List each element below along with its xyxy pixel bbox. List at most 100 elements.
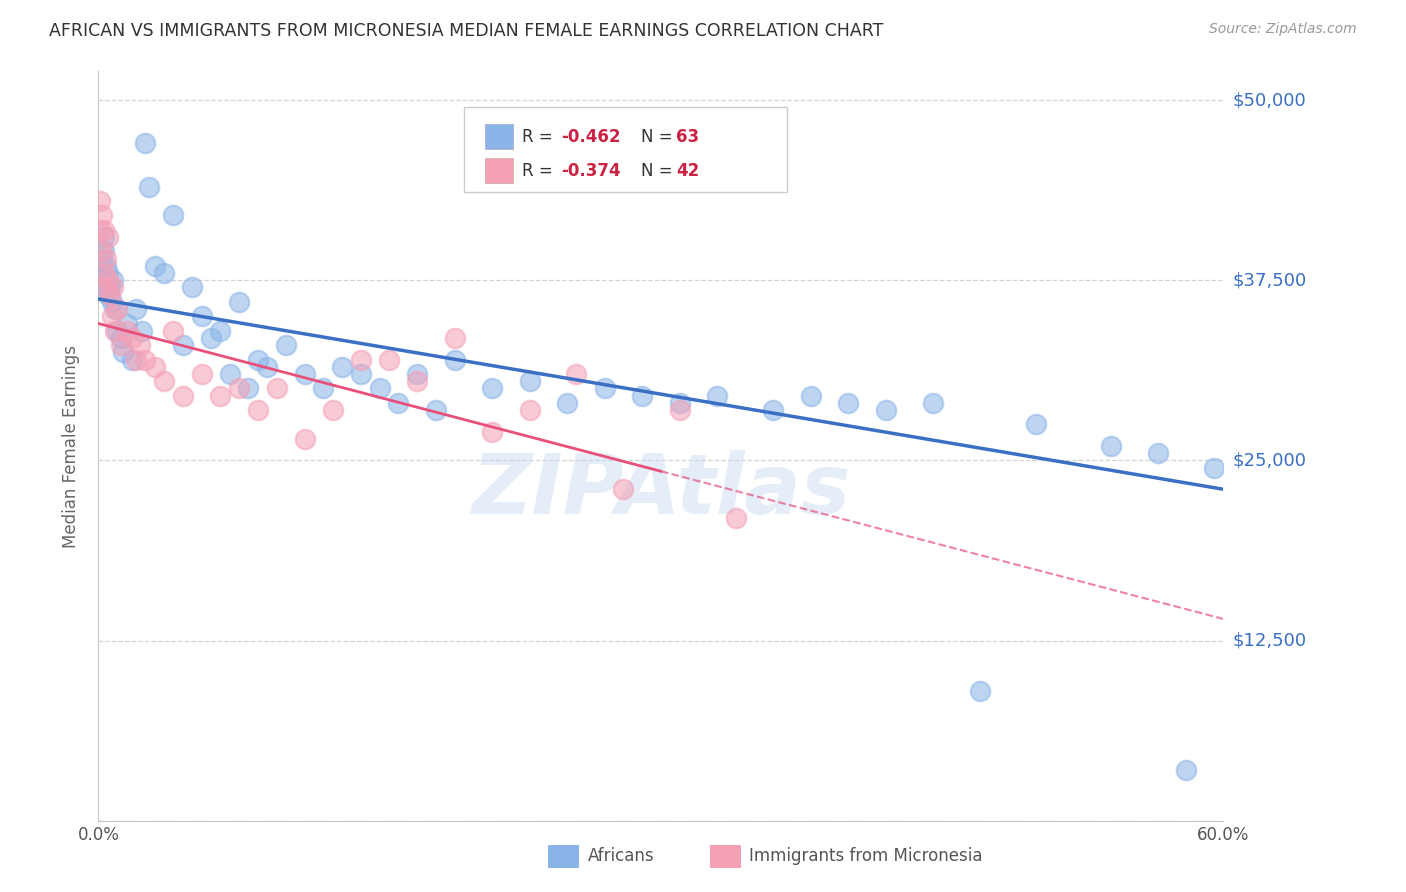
Point [125, 352, 148, 367]
Point [706, 388, 728, 402]
Point [238, 381, 260, 395]
Text: R =: R = [522, 161, 558, 179]
Text: $12,500: $12,500 [1233, 632, 1306, 649]
Point [121, 331, 143, 345]
Point [91, 209, 114, 223]
Point [322, 403, 344, 417]
Point [134, 136, 156, 151]
Point [209, 388, 232, 402]
Point [100, 294, 122, 309]
Point [246, 352, 269, 367]
Point [256, 359, 278, 374]
Point [105, 324, 128, 338]
Text: $50,000: $50,000 [1233, 91, 1306, 109]
Point [98, 287, 121, 301]
Point [368, 381, 391, 395]
Point [115, 324, 138, 338]
Point [93, 244, 115, 259]
Text: AFRICAN VS IMMIGRANTS FROM MICRONESIA MEDIAN FEMALE EARNINGS CORRELATION CHART: AFRICAN VS IMMIGRANTS FROM MICRONESIA ME… [49, 22, 883, 40]
Point [481, 425, 503, 439]
Text: Immigrants from Micronesia: Immigrants from Micronesia [749, 847, 983, 865]
Point [425, 403, 447, 417]
Point [190, 367, 212, 381]
Point [218, 367, 240, 381]
Point [312, 381, 335, 395]
Point [612, 482, 634, 496]
Text: $37,500: $37,500 [1233, 271, 1306, 289]
Point [443, 352, 465, 367]
Point [97, 230, 120, 244]
Point [1099, 439, 1122, 453]
Point [350, 352, 373, 367]
Point [172, 338, 194, 352]
Point [143, 259, 166, 273]
Point [724, 511, 747, 525]
Point [875, 403, 897, 417]
Point [153, 374, 176, 388]
Point [162, 209, 184, 223]
Point [89, 273, 111, 287]
Point [128, 338, 150, 352]
Point [93, 266, 115, 280]
Point [103, 273, 125, 287]
Text: $25,000: $25,000 [1233, 451, 1306, 469]
Point [1146, 446, 1168, 460]
Point [103, 280, 125, 294]
Text: Source: ZipAtlas.com: Source: ZipAtlas.com [1209, 22, 1357, 37]
Point [104, 302, 127, 317]
Text: Africans: Africans [588, 847, 654, 865]
Point [631, 388, 654, 402]
Point [94, 280, 117, 294]
Point [406, 374, 429, 388]
Point [181, 280, 204, 294]
Text: 42: 42 [676, 161, 700, 179]
Text: R =: R = [522, 128, 558, 145]
Point [115, 317, 138, 331]
Point [93, 223, 115, 237]
Point [89, 223, 111, 237]
Point [110, 338, 132, 352]
Point [209, 324, 232, 338]
Point [387, 396, 409, 410]
Text: 63: 63 [676, 128, 699, 145]
Point [593, 381, 616, 395]
Point [228, 381, 250, 395]
Point [519, 374, 541, 388]
Point [406, 367, 429, 381]
Point [350, 367, 373, 381]
Point [294, 432, 316, 446]
Point [1202, 460, 1225, 475]
Point [134, 352, 156, 367]
Point [668, 396, 690, 410]
Point [94, 280, 117, 294]
Point [91, 266, 114, 280]
Point [153, 266, 176, 280]
Point [91, 244, 114, 259]
Point [131, 324, 153, 338]
Point [111, 345, 134, 359]
Point [837, 396, 859, 410]
Point [97, 287, 120, 301]
Y-axis label: Median Female Earnings: Median Female Earnings [62, 344, 80, 548]
Point [266, 381, 288, 395]
Text: N =: N = [641, 161, 678, 179]
Point [555, 396, 578, 410]
Point [519, 403, 541, 417]
Point [121, 352, 143, 367]
Point [172, 388, 194, 402]
Text: ZIPAtlas: ZIPAtlas [471, 450, 851, 532]
Point [1174, 763, 1197, 777]
Point [89, 194, 111, 208]
Point [443, 331, 465, 345]
Point [97, 273, 120, 287]
Point [93, 230, 115, 244]
Text: -0.374: -0.374 [561, 161, 620, 179]
Point [200, 331, 222, 345]
Point [228, 294, 250, 309]
Point [125, 302, 148, 317]
Point [94, 252, 117, 266]
Point [143, 359, 166, 374]
Point [969, 684, 991, 698]
Point [668, 403, 690, 417]
Point [138, 179, 160, 194]
